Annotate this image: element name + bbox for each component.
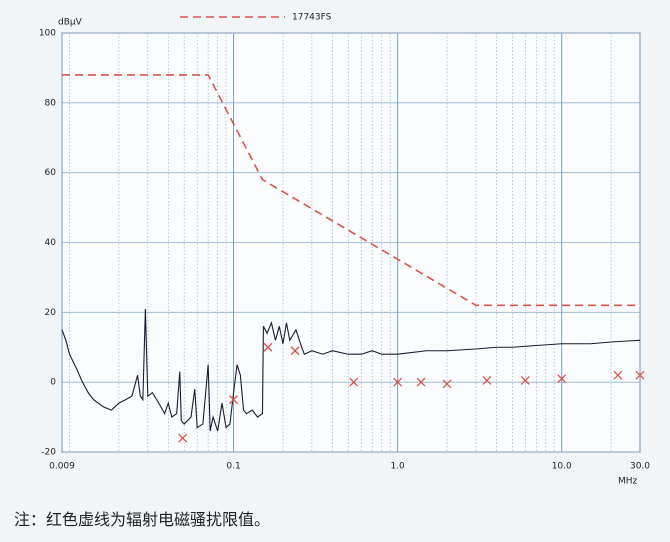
- chart: dBμV MHz -20 0 20 40 60 80 100 0.009 0.1 1.0 10.0 3…: [39, 13, 650, 487]
- y-axis-label: dBμV: [58, 18, 83, 28]
- data-marker: [520, 375, 530, 385]
- data-marker: [416, 377, 426, 387]
- y-tick-label: 0: [50, 378, 56, 388]
- y-tick-label: 80: [45, 98, 57, 108]
- data-marker: [557, 374, 567, 384]
- x-tick-label: 0.009: [49, 462, 75, 472]
- data-marker: [178, 433, 188, 443]
- y-tick-label: 100: [39, 29, 56, 39]
- y-tick-label: 20: [45, 308, 57, 318]
- y-tick-label: 40: [45, 238, 57, 248]
- data-marker: [290, 346, 300, 356]
- x-axis-label: MHz: [618, 477, 638, 487]
- x-tick-label: 1.0: [390, 462, 405, 472]
- y-tick-label: 60: [45, 168, 57, 178]
- y-tick-label: -20: [41, 448, 56, 458]
- data-marker: [349, 377, 359, 387]
- data-marker: [393, 377, 403, 387]
- x-tick-label: 10.0: [552, 462, 572, 472]
- trace-line: [61, 308, 641, 432]
- limit-line: [62, 74, 640, 307]
- x-tick-label: 30.0: [630, 462, 650, 472]
- caption: 注：红色虚线为辐射电磁骚扰限值。: [14, 510, 271, 529]
- legend-label: 17743FS: [292, 13, 332, 23]
- data-marker: [263, 342, 273, 352]
- x-tick-label: 0.1: [226, 462, 240, 472]
- data-marker: [442, 379, 452, 389]
- data-marker: [635, 370, 645, 380]
- data-marker: [482, 375, 492, 385]
- data-marker: [613, 370, 623, 380]
- data-marker: [229, 395, 239, 405]
